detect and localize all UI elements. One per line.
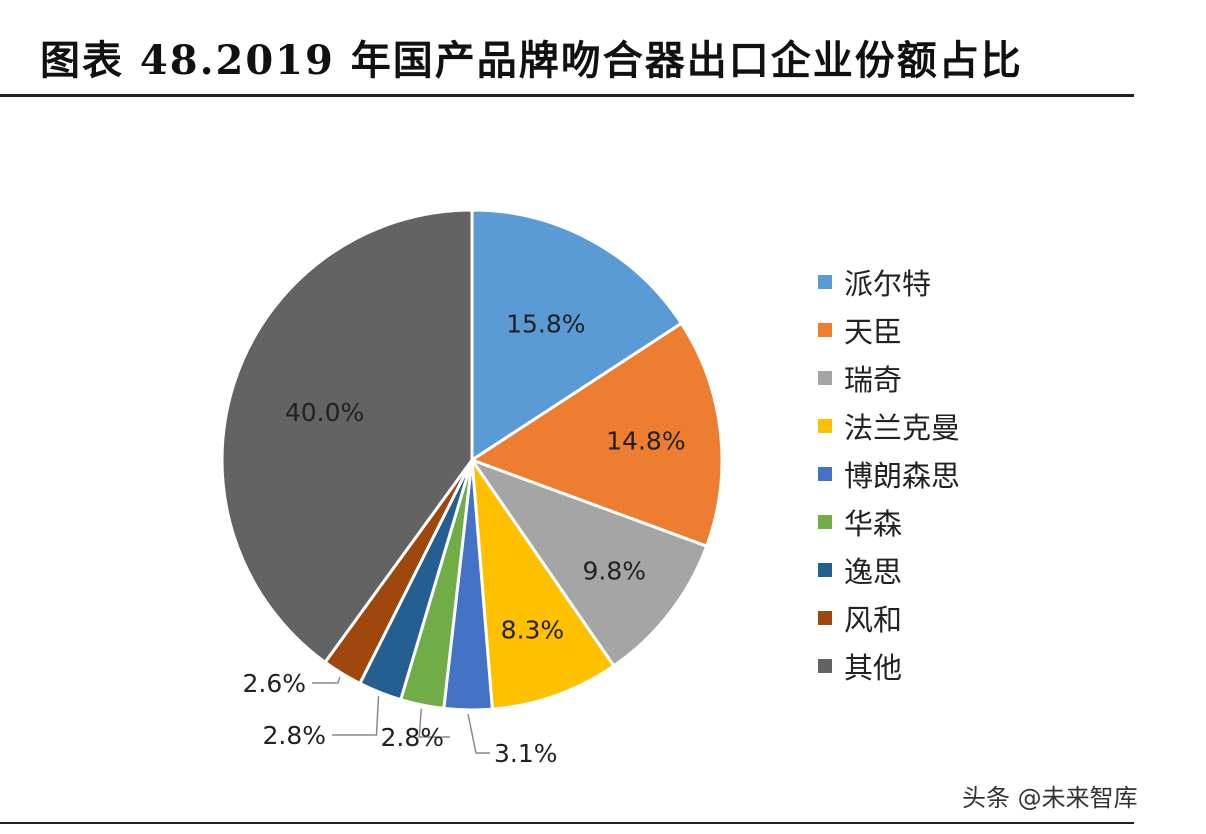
leader-lines [312,676,490,754]
legend-item-5: 博朗森思 [818,450,960,498]
data-label-1: 15.8% [506,310,585,339]
legend-swatch [818,563,832,577]
leader-line-6 [418,708,450,738]
data-label-3: 9.8% [582,556,646,585]
legend-label: 派尔特 [844,267,932,301]
title-divider [0,94,1134,97]
data-label-4: 8.3% [501,616,565,645]
legend-swatch [818,275,832,289]
legend: 派尔特天臣瑞奇法兰克曼博朗森思华森逸思风和其他 [818,258,960,690]
data-labels: 15.8% 14.8% 9.8% 8.3% 3.1% 2.8% 2.8% 2.6% 40.0% [242,310,685,768]
legend-item-7: 逸思 [818,546,960,594]
legend-item-4: 法兰克曼 [818,402,960,450]
data-label-8: 2.6% [242,669,306,698]
legend-label: 华森 [844,507,903,541]
pie-slice-9 [220,208,474,665]
pie-slice-4 [470,454,616,711]
pie-slice-3 [468,456,709,668]
watermark: 头条 @未来智库 [962,784,1138,812]
legend-label: 瑞奇 [844,363,903,397]
leader-line-8 [312,676,341,684]
legend-label: 风和 [844,603,903,637]
legend-swatch [818,419,832,433]
legend-item-1: 派尔特 [818,258,960,306]
legend-item-3: 瑞奇 [818,354,960,402]
chart-title: 图表 48.2019 年国产品牌吻合器出口企业份额占比 [40,37,1023,84]
data-label-9: 40.0% [285,398,364,427]
legend-label: 逸思 [844,555,903,589]
leader-line-7 [332,696,380,736]
legend-swatch [818,467,832,481]
legend-item-9: 其他 [818,642,960,690]
pie-slice-2 [468,321,724,549]
legend-swatch [818,323,832,337]
legend-label: 法兰克曼 [844,411,961,445]
legend-item-6: 华森 [818,498,960,546]
data-label-6: 2.8% [380,723,444,752]
data-label-5: 3.1% [494,739,558,768]
legend-item-8: 风和 [818,594,960,642]
legend-label: 其他 [844,651,903,685]
legend-label: 博朗森思 [844,459,961,493]
legend-swatch [818,515,832,529]
leader-line-5 [467,713,490,754]
legend-swatch [818,371,832,385]
legend-swatch [818,659,832,673]
data-label-2: 14.8% [606,426,685,455]
legend-item-2: 天臣 [818,306,960,354]
legend-swatch [818,611,832,625]
legend-label: 天臣 [844,315,903,349]
bottom-divider [0,822,1134,824]
pie-slices [220,208,724,712]
data-label-7: 2.8% [262,721,326,750]
pie-slice-1 [470,208,684,463]
